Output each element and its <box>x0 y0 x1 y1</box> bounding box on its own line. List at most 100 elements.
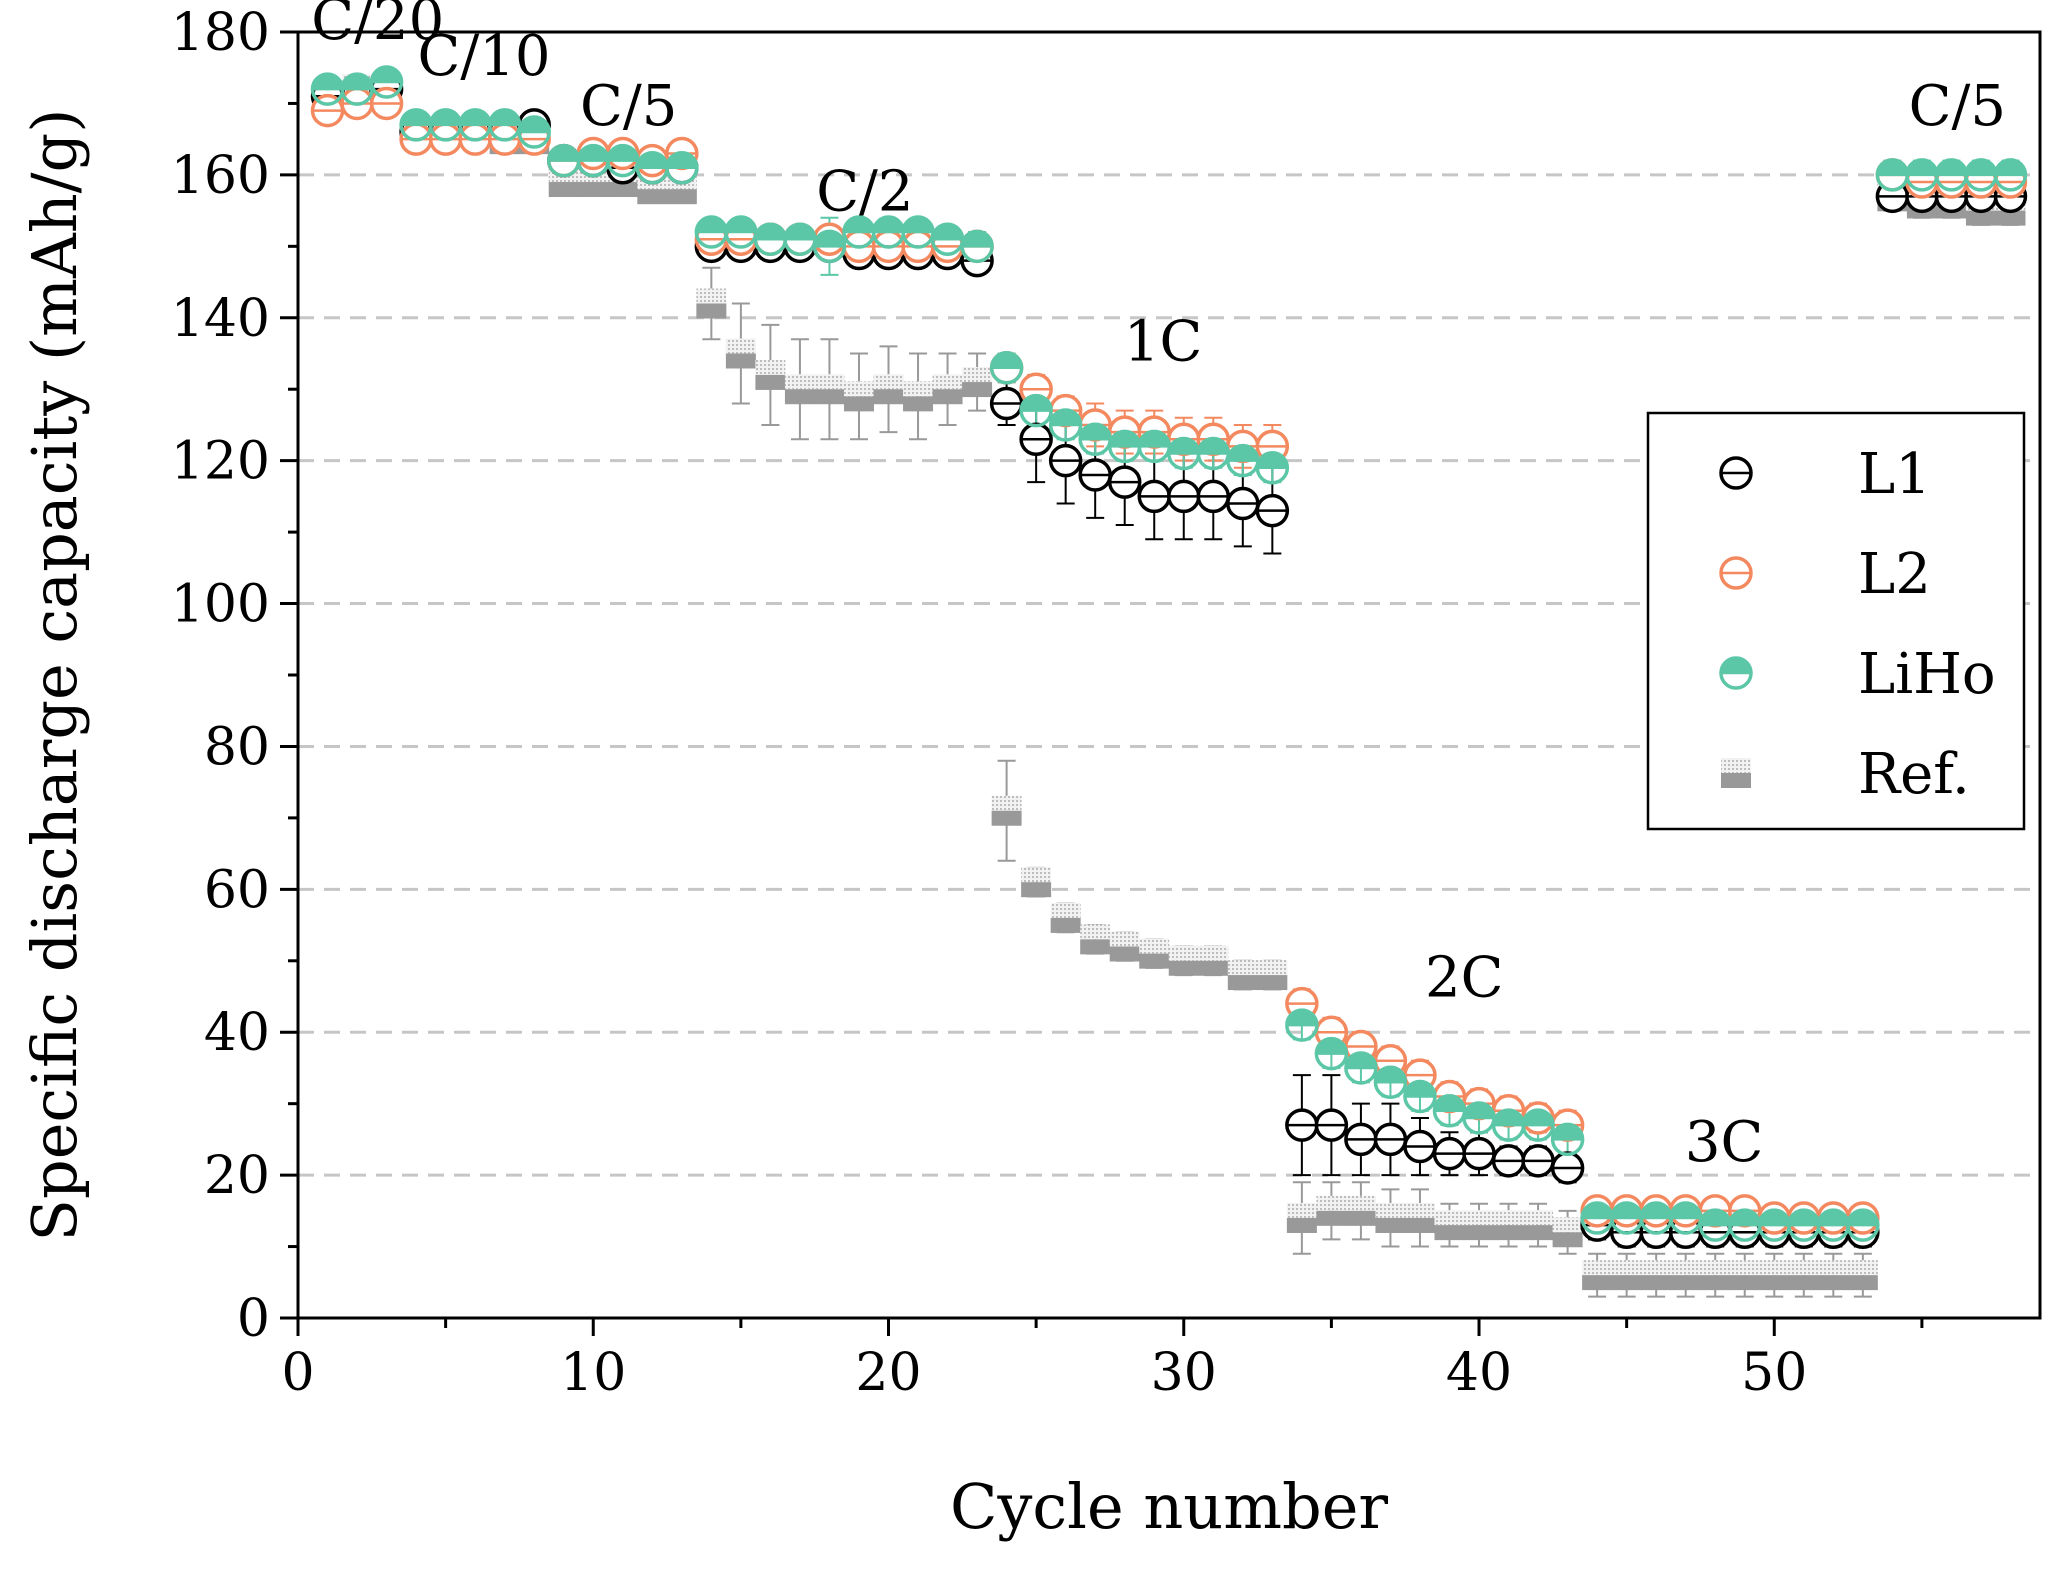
point-Ref. <box>814 374 845 405</box>
marker-top <box>1227 960 1258 976</box>
marker-top <box>1257 960 1288 976</box>
point-LiHo <box>1521 1108 1555 1142</box>
point-L1 <box>1285 1108 1319 1142</box>
point-LiHo <box>1934 158 1969 192</box>
marker-top <box>1198 945 1229 961</box>
point-LiHo <box>1905 158 1939 192</box>
x-tick-label: 50 <box>1741 1343 1807 1403</box>
point-Ref. <box>991 795 1022 826</box>
marker-top <box>1611 1260 1642 1276</box>
point-L1 <box>1019 422 1053 456</box>
marker-top <box>1523 1210 1554 1226</box>
rate-labels: C/20C/10 C/5 C/2 1C 2C 3C C/5 <box>311 0 2006 1175</box>
marker-top <box>1493 1210 1524 1226</box>
legend: L1 L2 LiHo Ref. <box>1646 411 2026 831</box>
x-tick-label: 0 <box>281 1343 314 1403</box>
point-L1 <box>989 386 1024 421</box>
point-LiHo <box>546 143 581 178</box>
point-Ref. <box>1080 924 1111 955</box>
marker-bottom <box>1257 975 1288 991</box>
point-L1 <box>1491 1144 1526 1178</box>
marker-bottom <box>1227 975 1258 991</box>
marker-bottom <box>814 389 845 405</box>
x-tick-label: 20 <box>855 1343 921 1403</box>
marker-bottom <box>666 189 697 205</box>
point-L1 <box>1462 1136 1496 1171</box>
point-Ref. <box>1139 938 1170 969</box>
point-L1 <box>1078 458 1112 492</box>
point-LiHo <box>1846 1208 1880 1242</box>
point-LiHo <box>1048 408 1083 442</box>
rate-label: C/5 <box>580 74 677 139</box>
x-tick-label: 40 <box>1446 1343 1512 1403</box>
marker-bottom <box>578 182 609 198</box>
marker-top <box>1286 1202 1317 1218</box>
marker-bottom <box>932 389 963 405</box>
point-Ref. <box>1670 1260 1701 1291</box>
marker-top <box>696 288 727 304</box>
marker-top <box>1729 1260 1760 1276</box>
marker-top <box>1641 1260 1672 1276</box>
point-Ref. <box>962 367 993 398</box>
point-Ref. <box>696 288 727 319</box>
marker-top <box>1670 1260 1701 1276</box>
marker-top <box>1375 1202 1406 1218</box>
axis-ticks: 0 20 40 60 80 100 120 140 160 180 0 10 20 30 40 50 <box>171 3 1924 1403</box>
rate-label: 3C <box>1685 1110 1763 1175</box>
x-tick-label: 10 <box>560 1343 626 1403</box>
y-tick-label: 180 <box>171 3 270 63</box>
point-LiHo <box>1344 1051 1378 1085</box>
marker-bottom <box>1729 1275 1760 1291</box>
point-LiHo <box>487 108 522 142</box>
marker-bottom <box>1198 960 1229 976</box>
legend-label: L2 <box>1858 542 1931 607</box>
marker-bottom <box>755 374 786 390</box>
point-L1 <box>1255 493 1290 528</box>
point-Ref. <box>1316 1195 1347 1226</box>
marker-top <box>1759 1260 1790 1276</box>
rate-label: C/20 <box>311 0 444 53</box>
marker-bottom <box>725 353 756 369</box>
point-L1 <box>1167 479 1201 514</box>
point-LiHo <box>1255 451 1290 485</box>
data-markers <box>310 65 2028 1291</box>
marker-bottom <box>637 189 668 205</box>
marker-top <box>843 381 874 397</box>
point-LiHo <box>1285 1008 1319 1042</box>
marker-top <box>1818 1260 1849 1276</box>
legend-label: Ref. <box>1858 742 1970 807</box>
point-Ref. <box>932 374 963 405</box>
marker-top <box>1700 1260 1731 1276</box>
point-Ref. <box>1611 1260 1642 1291</box>
point-L1 <box>1314 1108 1349 1142</box>
point-LiHo <box>1993 158 2028 192</box>
point-Ref. <box>755 359 786 390</box>
marker-bottom <box>1788 1275 1819 1291</box>
marker-bottom <box>1759 1275 1790 1291</box>
point-Ref. <box>1168 945 1199 976</box>
marker-bottom <box>1464 1225 1495 1241</box>
marker-top <box>1168 945 1199 961</box>
x-axis-title: Cycle number <box>950 1470 1388 1543</box>
point-Ref. <box>1227 960 1258 991</box>
marker-top <box>991 795 1022 811</box>
point-LiHo <box>665 150 699 185</box>
marker-bottom <box>1139 953 1170 969</box>
marker-bottom <box>1670 1275 1701 1291</box>
legend-marker-LiHo <box>1719 656 1753 690</box>
point-Ref. <box>1375 1202 1406 1233</box>
marker-bottom <box>696 303 727 319</box>
point-L1 <box>1107 465 1142 499</box>
point-LiHo <box>1787 1208 1821 1242</box>
marker-top <box>1404 1202 1435 1218</box>
marker-bottom <box>1109 946 1140 962</box>
marker-bottom <box>1286 1217 1317 1233</box>
point-Ref. <box>1847 1260 1878 1291</box>
marker-bottom <box>1582 1275 1613 1291</box>
legend-marker-L2 <box>1719 556 1753 590</box>
marker-bottom <box>1375 1217 1406 1233</box>
point-LiHo <box>1019 393 1053 428</box>
point-LiHo <box>1107 429 1142 464</box>
marker-bottom <box>1721 773 1751 788</box>
